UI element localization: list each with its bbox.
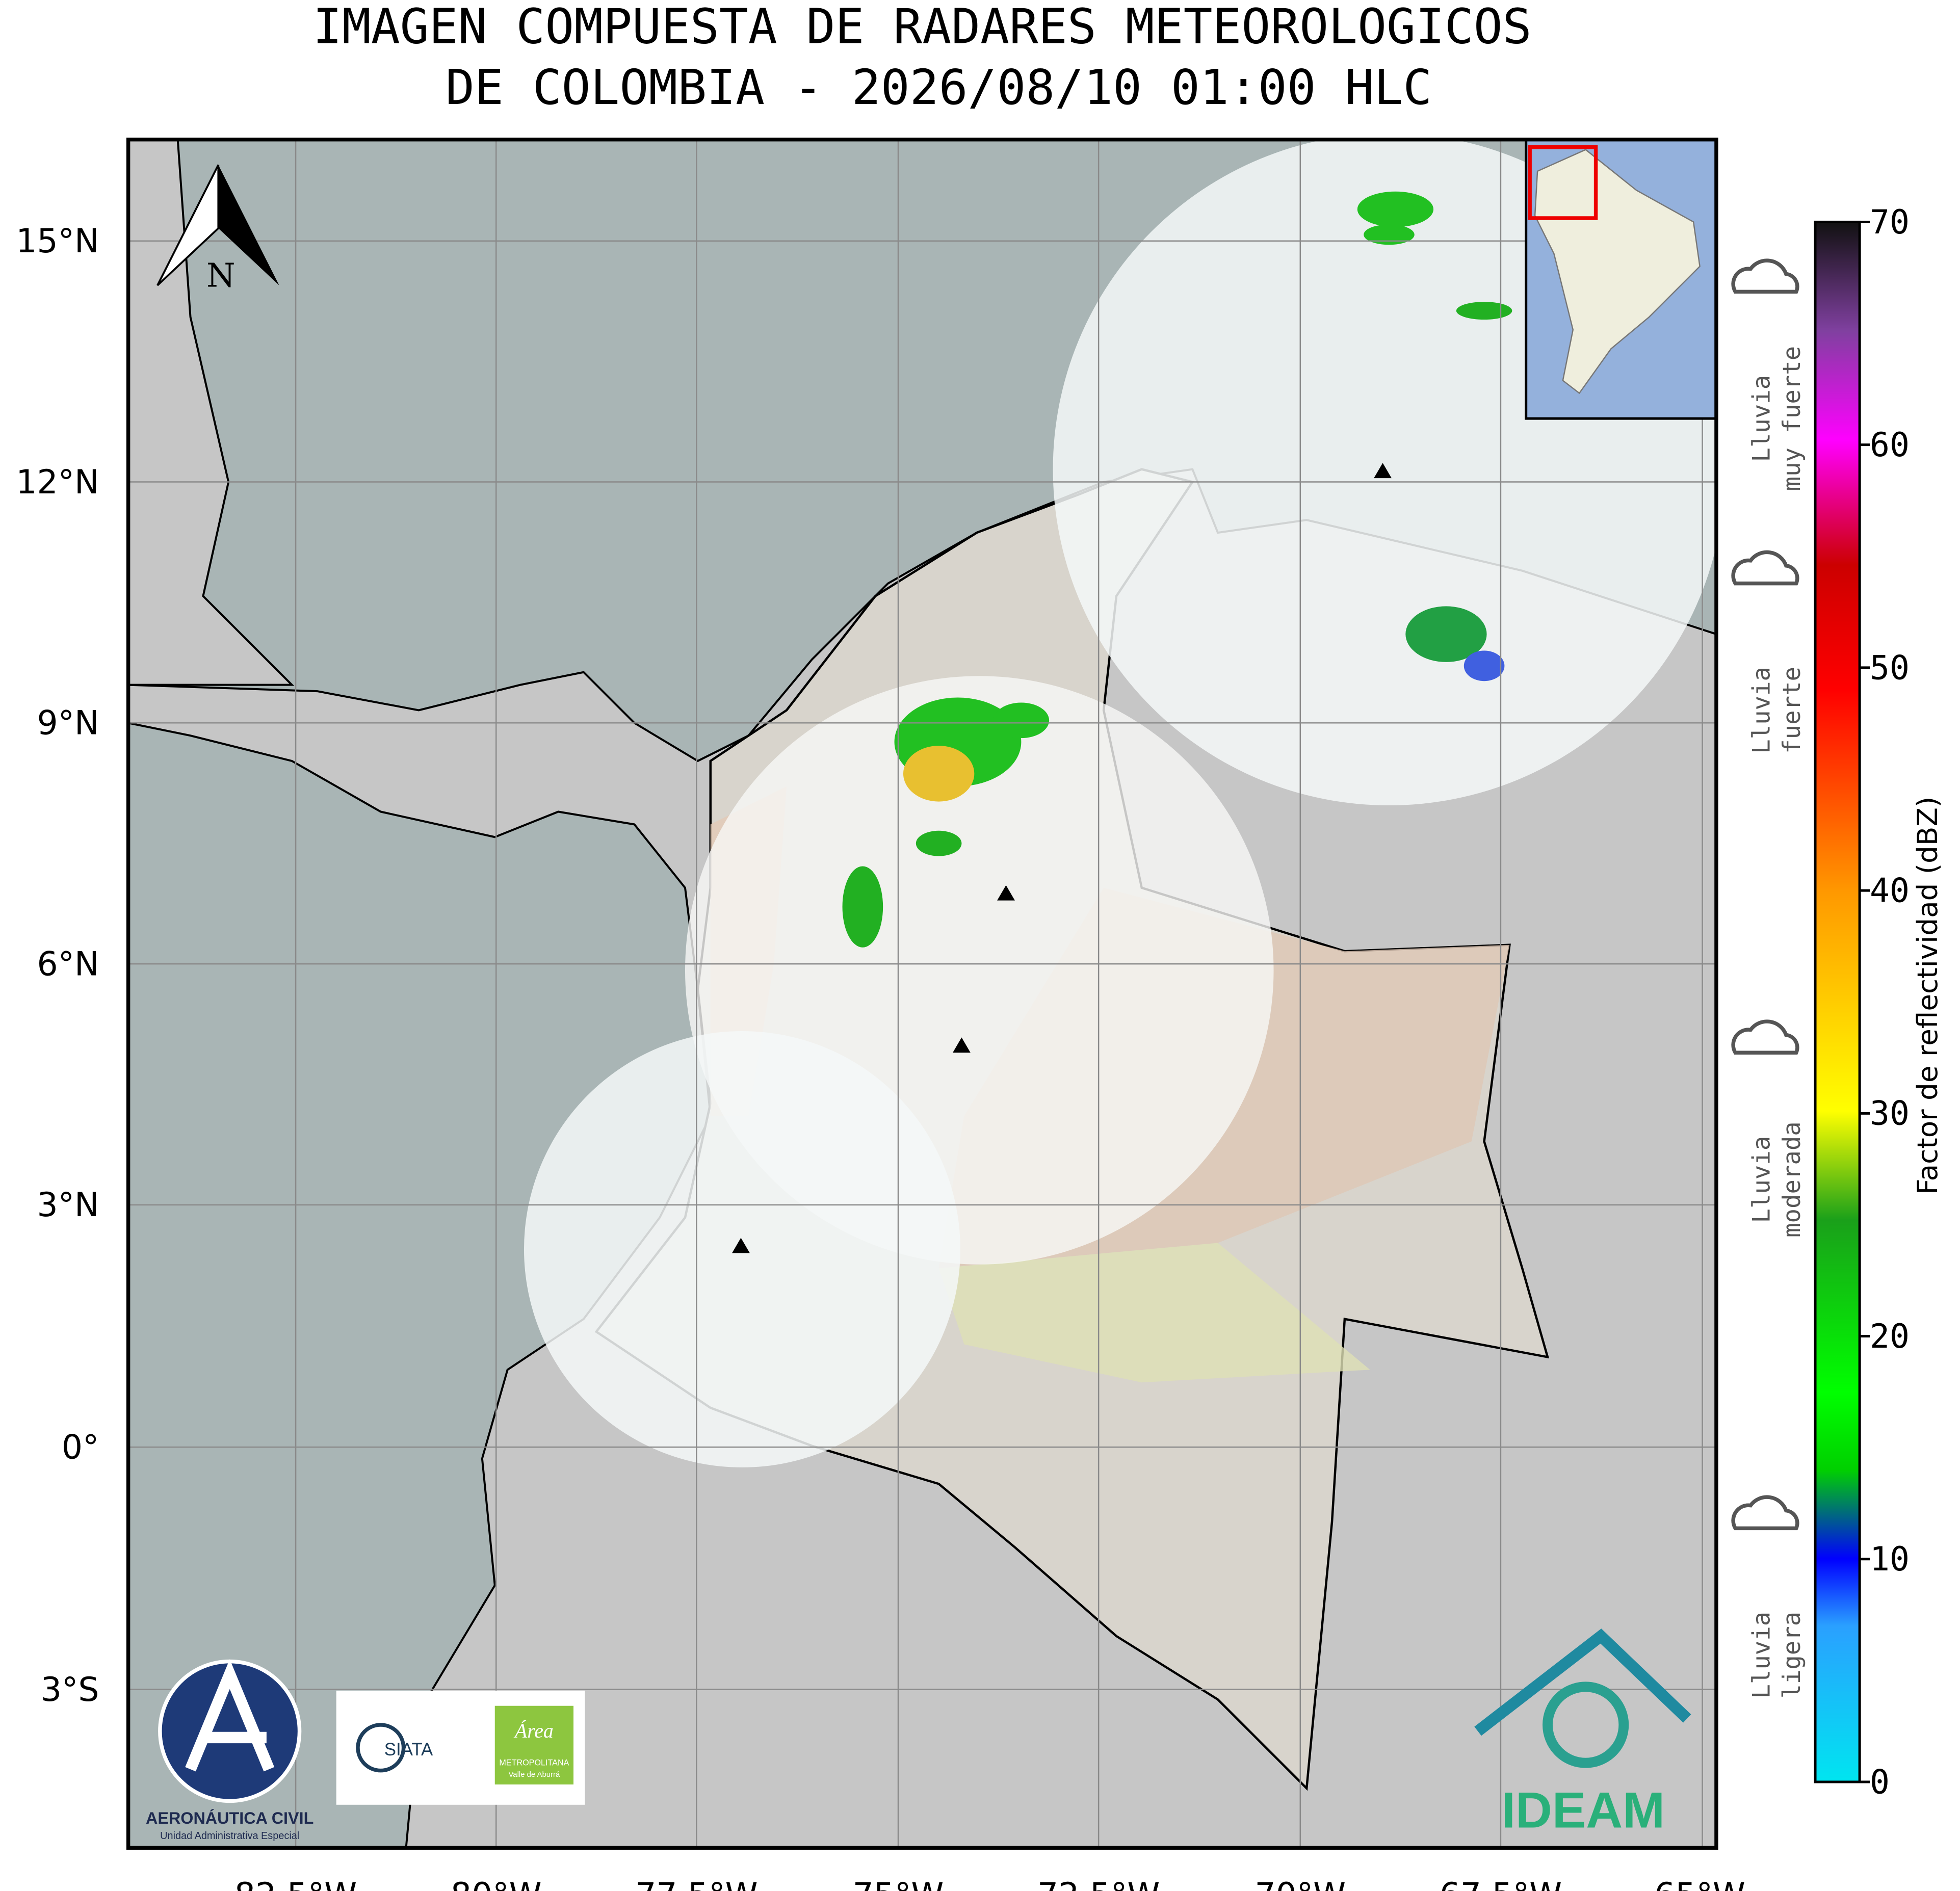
colorbar-label: Factor de reflectividad (dBZ) (1911, 797, 1944, 1195)
logo-text: IDEAM (1501, 1782, 1665, 1839)
lon-label: 82.5°W (234, 1876, 357, 1891)
terrain (938, 1243, 1370, 1383)
rain-legend-line: fuerte (1778, 667, 1806, 754)
aeronautica-logo: AERONÁUTICA CIVIL Unidad Administrativa … (146, 1659, 313, 1842)
rain-legend-label: Lluvia ligera (1747, 1612, 1806, 1699)
rain-legend-line: ligera (1778, 1612, 1806, 1699)
rain-legend-label: Lluvia fuerte (1747, 667, 1806, 754)
lat-label: 9°N (37, 704, 99, 743)
colorbar-tick-label: 20 (1870, 1318, 1910, 1356)
latitude-labels: 15°N 12°N 9°N 6°N 3°N 0° 3°S (16, 222, 99, 1709)
lon-label: 70°W (1255, 1876, 1346, 1891)
map-frame (126, 137, 1718, 1850)
lat-label: 15°N (16, 222, 99, 260)
rain-legend-label: Lluvia muy fuerte (1747, 346, 1806, 491)
graticule (128, 139, 1716, 1848)
echo (1357, 191, 1434, 227)
colorbar-tick-label: 30 (1870, 1095, 1910, 1133)
logo-text: Área (513, 1720, 554, 1742)
echo (1364, 224, 1415, 245)
lon-label: 67.5°W (1440, 1876, 1562, 1891)
lat-label: 3°S (41, 1671, 99, 1709)
lon-label: 75°W (853, 1876, 944, 1891)
logo-text: Unidad Administrativa Especial (160, 1830, 299, 1842)
cloud-icon (1731, 1019, 1799, 1055)
echo (1456, 302, 1512, 320)
logo-text: AERONÁUTICA CIVIL (146, 1808, 313, 1827)
rain-legend-line: Lluvia (1747, 375, 1775, 462)
logo-text: Valle de Aburrá (508, 1770, 560, 1779)
colorbar-tick-label: 10 (1870, 1540, 1910, 1579)
lat-label: 3°N (37, 1186, 99, 1224)
title-line: DE COLOMBIA - 2026/08/10 01:00 HLC (446, 60, 1432, 116)
logo-text: SIATA (384, 1740, 433, 1759)
radar-site (997, 885, 1015, 901)
colorbar-tick-label: 50 (1870, 649, 1910, 687)
north-label: N (206, 256, 236, 295)
siata-area-logo: SIATA Área METROPOLITANA Valle de Aburrá (336, 1690, 585, 1805)
colorbar-tick-label: 60 (1870, 426, 1910, 464)
cloud-icon (1731, 258, 1799, 294)
ideam-logo: IDEAM (1474, 1629, 1691, 1839)
cloud-icon (1731, 1495, 1799, 1531)
echo (1405, 606, 1487, 662)
lon-label: 77.5°W (635, 1876, 757, 1891)
colorbar-tick-label: 40 (1870, 872, 1910, 910)
rain-legend-line: Lluvia (1747, 1136, 1775, 1223)
logo-text: METROPOLITANA (499, 1758, 569, 1768)
colorbar-ticks: 0 10 20 30 40 50 60 70 (1860, 203, 1910, 1801)
rain-legend-line: moderada (1778, 1121, 1806, 1238)
land (128, 139, 295, 686)
echo (916, 830, 962, 856)
rain-legend-line: muy fuerte (1778, 346, 1806, 491)
radar-site (732, 1238, 750, 1253)
cloud-icon (1731, 550, 1799, 586)
colorbar (1814, 220, 1861, 1783)
longitude-labels: 82.5°W 80°W 77.5°W 75°W 72.5°W 70°W 67.5… (234, 1876, 1745, 1891)
radar-site (953, 1037, 971, 1053)
echo (1464, 650, 1505, 681)
rain-legend-line: Lluvia (1747, 1612, 1775, 1699)
lat-label: 0° (62, 1429, 99, 1467)
radar-site (1374, 463, 1392, 479)
echo (993, 702, 1050, 739)
colorbar-tick-label: 70 (1870, 203, 1910, 242)
lat-label: 12°N (16, 463, 99, 502)
title-line: IMAGEN COMPUESTA DE RADARES METEOROLOGIC… (313, 0, 1532, 55)
lon-label: 72.5°W (1037, 1876, 1160, 1891)
echo (842, 866, 883, 948)
lon-label: 80°W (451, 1876, 542, 1891)
radar-sites (732, 463, 1392, 1253)
rain-legend-label: Lluvia moderada (1747, 1121, 1806, 1238)
colorbar-tick-label: 0 (1870, 1763, 1890, 1801)
lat-label: 6°N (37, 945, 99, 983)
rain-legend-line: Lluvia (1747, 667, 1775, 754)
inset-map (1525, 139, 1716, 420)
radar-echoes (842, 191, 1512, 948)
map: N AERONÁUTICA CIVIL Unidad Administrativ… (128, 139, 1716, 1848)
lon-label: 65°W (1654, 1876, 1745, 1891)
echo (903, 746, 975, 802)
